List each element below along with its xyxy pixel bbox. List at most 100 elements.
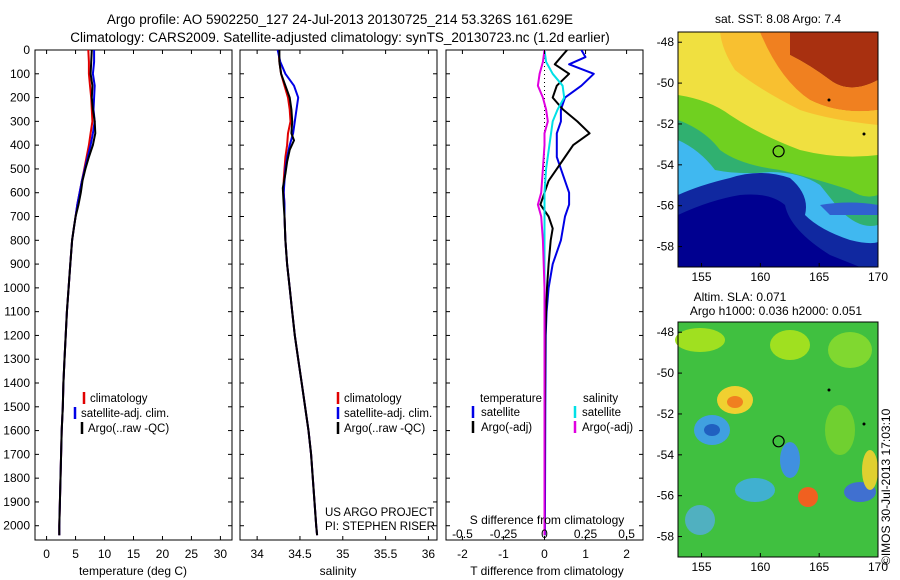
legend-satellite: satellite-adj. clim. <box>344 408 432 420</box>
sst-map-ticks: 155 160 165 170 -48 -50 -52 -54 -56 -58 <box>657 35 889 284</box>
title-line-2: Climatology: CARS2009. Satellite-adjuste… <box>70 30 610 45</box>
series-line-salinity-argo-adj- <box>536 50 549 536</box>
depth-tick-label: 1300 <box>3 352 30 366</box>
map-y-tick-label: -52 <box>657 117 675 131</box>
legend-s-argo: Argo(-adj) <box>582 422 633 434</box>
salinity-xlabel: salinity <box>320 564 357 578</box>
legend-argo: Argo(..raw -QC) <box>344 423 425 435</box>
temperature-series <box>58 50 97 536</box>
legend-t-satellite: satellite <box>481 407 520 419</box>
legend-climatology: climatology <box>344 393 402 405</box>
sla-blob <box>825 405 855 455</box>
difference-series <box>536 50 595 540</box>
sst-map-title: sat. SST: 8.08 Argo: 7.4 <box>715 12 841 26</box>
salinity-panel <box>239 49 438 541</box>
sst-map-frame <box>677 31 879 268</box>
sla-map-title-2: Argo h1000: 0.036 h2000: 0.051 <box>690 304 862 318</box>
series-line-satellite-adj-clim- <box>58 50 96 536</box>
salinity-legend: climatology satellite-adj. clim. Argo(..… <box>336 392 432 435</box>
x-tick-label: 1 <box>582 547 589 561</box>
map-x-tick-label: 165 <box>809 560 829 574</box>
temperature-x-ticks: 0 5 10 15 20 25 30 <box>43 50 227 561</box>
map-y-tick-label: -58 <box>657 530 675 544</box>
sst-map <box>677 31 879 268</box>
sla-low-core <box>704 424 720 436</box>
difference-xlabel: T difference from climatology <box>470 564 624 578</box>
difference-legend: temperature salinity satellite Argo(-adj… <box>471 393 633 434</box>
x-tick-label: 10 <box>98 547 112 561</box>
map-x-tick-label: 155 <box>692 560 712 574</box>
depth-tick-label: 1900 <box>3 495 30 509</box>
difference-x-ticks: -2 -1 0 1 2 <box>457 50 630 561</box>
depth-axis: 0 100 200 300 400 500 600 700 800 900 1000 1100 1200… <box>3 43 643 533</box>
sla-high-blob <box>798 487 818 507</box>
sla-high-core <box>727 396 743 408</box>
imos-stamp: ©IMOS 30-Jul-2013 17:03:10 <box>879 408 893 565</box>
map-y-tick-label: -50 <box>657 76 675 90</box>
sst-argo-marker <box>772 145 785 158</box>
map-y-tick-label: -48 <box>657 325 675 339</box>
x-tick-label: 34 <box>250 547 264 561</box>
series-line-temperature-satellite <box>543 50 595 536</box>
sla-argo-marker <box>772 435 785 448</box>
depth-tick-label: 500 <box>10 162 30 176</box>
depth-tick-label: 1500 <box>3 400 30 414</box>
sla-blob <box>770 330 810 360</box>
depth-tick-label: 200 <box>10 91 30 105</box>
sst-yellow-band <box>720 32 878 125</box>
depth-tick-label: 1000 <box>3 281 30 295</box>
sla-map-ticks: 155 160 165 170 -48 -50 -52 -54 -56 -58 <box>657 325 889 574</box>
temperature-panel <box>34 49 233 541</box>
depth-tick-label: 700 <box>10 210 30 224</box>
sla-island-dot <box>827 388 831 392</box>
x-tick-label: 35.5 <box>374 547 398 561</box>
title-line-1: Argo profile: AO 5902250_127 24-Jul-2013… <box>107 12 573 27</box>
map-x-tick-label: 160 <box>750 270 770 284</box>
map-y-tick-label: -52 <box>657 407 675 421</box>
s-tick-label: -0.5 <box>452 527 473 541</box>
map-y-tick-label: -54 <box>657 448 675 462</box>
sla-low-blob <box>685 505 715 535</box>
x-tick-label: 5 <box>72 547 79 561</box>
depth-tick-label: 100 <box>10 67 30 81</box>
map-y-tick-label: -50 <box>657 366 675 380</box>
depth-tick-label: 2000 <box>3 519 30 533</box>
map-y-tick-label: -54 <box>657 158 675 172</box>
depth-tick-label: 1100 <box>4 305 30 319</box>
depth-tick-label: 400 <box>10 138 30 152</box>
s-tick-label: 0.5 <box>618 527 635 541</box>
sst-island-dot <box>862 132 866 136</box>
sla-map-title-1: Altim. SLA: 0.071 <box>694 290 787 304</box>
x-tick-label: -1 <box>498 547 509 561</box>
depth-tick-label: 1400 <box>3 376 30 390</box>
s-tick-label: -0.25 <box>490 527 518 541</box>
map-x-tick-label: 170 <box>868 560 888 574</box>
legend-header-temperature: temperature <box>480 393 542 405</box>
map-x-tick-label: 160 <box>750 560 770 574</box>
series-line-temperature-argo-adj- <box>539 50 591 536</box>
map-y-tick-label: -56 <box>657 489 675 503</box>
x-tick-label: 15 <box>127 547 141 561</box>
legend-climatology: climatology <box>90 393 148 405</box>
sla-map-frame <box>677 321 879 558</box>
series-line-argo-raw-qc- <box>278 50 319 536</box>
x-tick-label: 0 <box>541 547 548 561</box>
x-tick-label: 20 <box>156 547 170 561</box>
map-y-tick-label: -58 <box>657 240 675 254</box>
sla-map <box>675 321 879 558</box>
map-x-tick-label: 155 <box>692 270 712 284</box>
salinity-series <box>276 50 319 536</box>
depth-tick-label: 1200 <box>3 328 30 342</box>
project-annotation: US ARGO PROJECT <box>325 507 434 519</box>
pi-annotation: PI: STEPHEN RISER <box>325 521 435 533</box>
depth-tick-label: 1700 <box>3 447 30 461</box>
legend-satellite: satellite-adj. clim. <box>81 408 169 420</box>
x-tick-label: 2 <box>623 547 630 561</box>
x-tick-label: 34.5 <box>288 547 312 561</box>
map-y-tick-label: -56 <box>657 199 675 213</box>
sla-blob <box>828 332 872 368</box>
sst-warm-patch <box>790 32 878 88</box>
depth-tick-label: 1600 <box>3 424 30 438</box>
legend-argo: Argo(..raw -QC) <box>88 423 169 435</box>
map-x-tick-label: 170 <box>868 270 888 284</box>
